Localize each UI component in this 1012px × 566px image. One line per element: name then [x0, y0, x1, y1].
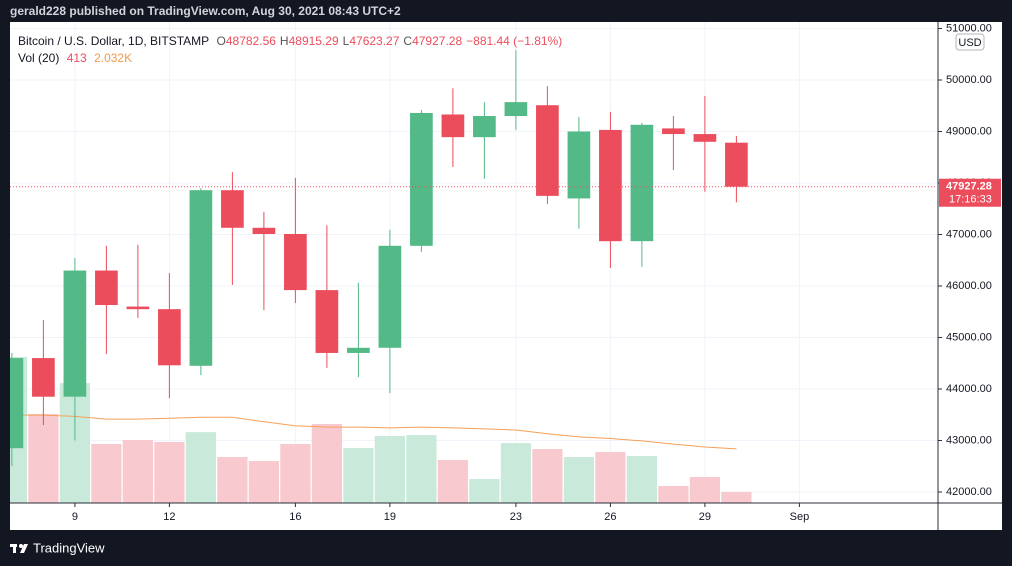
- volume-bar: [311, 424, 343, 503]
- y-tick-label: 50000.00: [946, 74, 992, 86]
- volume-bar: [469, 479, 500, 503]
- candle-body: [347, 347, 370, 353]
- candle-body: [504, 102, 528, 117]
- candle-body: [284, 233, 307, 291]
- y-tick-label: 47000.00: [946, 228, 992, 240]
- volume-bar: [154, 441, 185, 503]
- candle-body: [662, 128, 685, 135]
- volume-bar: [689, 477, 721, 503]
- candle-body: [441, 114, 465, 138]
- candle-body: [410, 112, 433, 246]
- candle-body: [252, 227, 276, 234]
- last-price-label: 47927.28: [946, 181, 992, 193]
- y-tick-label: 43000.00: [946, 434, 992, 446]
- volume-bar: [406, 435, 437, 503]
- x-tick-label: 23: [510, 511, 522, 523]
- x-tick-label: 16: [289, 511, 301, 523]
- ohlc-value: 47927.28: [412, 34, 463, 48]
- volume-bar: [563, 457, 595, 503]
- y-tick-label: 46000.00: [946, 280, 992, 292]
- logo-part: [19, 544, 23, 548]
- candle-body: [221, 190, 244, 228]
- volume-bar: [248, 461, 280, 503]
- candle-body: [599, 129, 622, 242]
- volume-bar: [91, 443, 122, 503]
- x-tick-label: 9: [72, 511, 78, 523]
- volume-bar: [280, 443, 311, 503]
- ohlc-label: C: [403, 34, 413, 48]
- candle-body: [158, 309, 181, 366]
- ohlc-label: H: [279, 34, 289, 48]
- x-tick-label: 12: [163, 511, 175, 523]
- y-tick-label: 42000.00: [946, 486, 992, 498]
- vol-label: Vol (20): [18, 51, 60, 65]
- candle-body: [63, 270, 87, 397]
- candle-body: [567, 131, 591, 199]
- volume-ma-line: [11, 414, 737, 450]
- currency[interactable]: USD: [958, 37, 981, 49]
- candle-body: [315, 290, 339, 353]
- volume-bar: [532, 449, 563, 503]
- volume-bar: [343, 447, 374, 503]
- volume-bar: [658, 485, 689, 503]
- candle-body: [630, 124, 654, 242]
- candle-body: [378, 245, 402, 348]
- ohlc-value: 48915.29: [288, 34, 339, 48]
- volume-bar: [28, 414, 59, 503]
- x-tick-label: 19: [384, 511, 396, 523]
- last-price-box: [939, 178, 1001, 207]
- volume-bar: [595, 451, 626, 503]
- candle-body: [189, 190, 213, 366]
- ohlc-label: O: [216, 34, 226, 48]
- y-tick-label: 45000.00: [946, 331, 992, 343]
- x-tick-label: 26: [604, 511, 616, 523]
- candles: [10, 50, 748, 467]
- price-legend: Bitcoin / U.S. Dollar, 1D, BITSTAMP O487…: [18, 34, 566, 48]
- x-tick-label: 29: [699, 511, 711, 523]
- ohlc-value: 48782.56: [225, 34, 276, 48]
- countdown: 17:16:33: [949, 194, 992, 206]
- volume-bar: [185, 432, 217, 503]
- publish-info: gerald228 published on TradingView.com, …: [10, 4, 401, 18]
- candle-body: [95, 270, 118, 306]
- x-tick-label: Sep: [790, 511, 810, 523]
- logo: [10, 544, 28, 553]
- y-tick-label: 44000.00: [946, 383, 992, 395]
- volume-bar: [217, 457, 248, 503]
- vol-value: 413: [66, 51, 87, 65]
- volume-bar: [437, 459, 469, 503]
- currency-box[interactable]: [955, 33, 985, 51]
- candle-body: [10, 358, 24, 449]
- candle-body: [473, 116, 496, 138]
- y-tick-label: 51000.00: [946, 22, 992, 34]
- logo-part: [13, 544, 16, 553]
- candle-body: [693, 134, 717, 142]
- volume-bar: [122, 439, 154, 503]
- logo-part: [20, 544, 28, 553]
- volume-bar: [721, 491, 752, 503]
- volume-bar: [500, 443, 532, 503]
- ohlc-value: 47623.27: [349, 34, 400, 48]
- y-tick-label: 49000.00: [946, 125, 992, 137]
- volume-legend: Vol (20) 413 2.032K: [18, 51, 136, 65]
- axes: 42000.00 43000.00 44000.00 45000.00 46000.00…: [10, 22, 1001, 523]
- volume-bar: [374, 435, 406, 503]
- change: −881.44 (−1.81%): [466, 34, 563, 48]
- symbol: Bitcoin / U.S. Dollar, 1D, BITSTAMP: [18, 34, 210, 48]
- candle-body: [536, 105, 559, 196]
- ohlc-label: L: [342, 34, 350, 48]
- candle-body: [126, 306, 150, 310]
- vol-ma: 2.032K: [94, 51, 133, 65]
- brand: TradingView: [33, 540, 105, 555]
- candle-body: [725, 142, 748, 187]
- volume-bar: [626, 455, 658, 503]
- candle-body: [32, 358, 55, 397]
